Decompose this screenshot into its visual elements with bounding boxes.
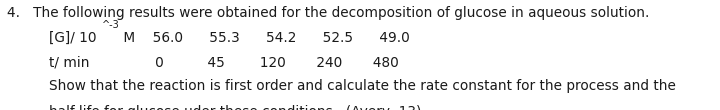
Text: Show that the reaction is first order and calculate the rate constant for the pr: Show that the reaction is first order an… [49, 79, 676, 93]
Text: 4.   The following results were obtained for the decomposition of glucose in aqu: 4. The following results were obtained f… [7, 6, 649, 19]
Text: t/ min               0          45        120       240       480: t/ min 0 45 120 240 480 [49, 55, 399, 69]
Text: [G]/ 10: [G]/ 10 [49, 31, 96, 45]
Text: ^-3: ^-3 [102, 20, 120, 30]
Text: half-life for glucose uder these conditions.  (Avery, 13): half-life for glucose uder these conditi… [49, 104, 421, 110]
Text: M    56.0      55.3      54.2      52.5      49.0: M 56.0 55.3 54.2 52.5 49.0 [119, 31, 410, 45]
